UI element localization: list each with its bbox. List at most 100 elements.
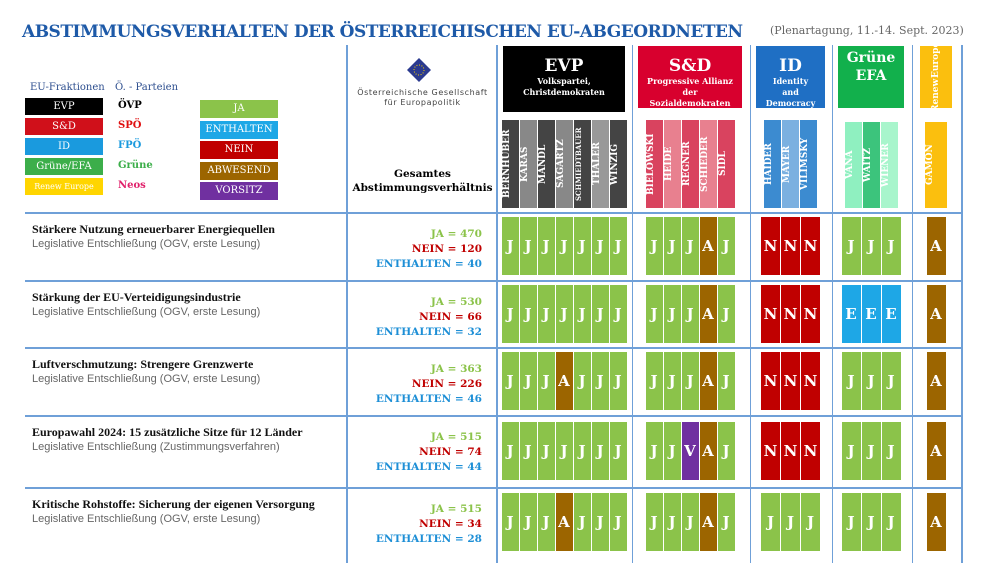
vote-cell: N — [761, 422, 780, 480]
member-name: SIDL — [717, 120, 735, 208]
org-name: Österreichische Gesellschaft für Europap… — [350, 88, 495, 108]
totals-header-line1: Gesamtes — [394, 168, 451, 180]
vote-cell: N — [801, 217, 820, 275]
vote-cell: J — [609, 284, 627, 343]
vote-cell: J — [881, 422, 901, 480]
legend-fraktionen-label: EU-Fraktionen — [30, 82, 105, 93]
vote-cell: J — [645, 493, 663, 551]
vote-cell: J — [609, 493, 627, 551]
group-divider — [832, 45, 833, 563]
topic-cell: Europawahl 2024: 15 zusätzliche Sitze fü… — [32, 425, 344, 454]
total-enthalten: ENTHALTEN = 46 — [375, 393, 482, 405]
group-header-4: Renew Europe — [920, 42, 952, 112]
group-header-0: EVP Volkspartei, Christdemokraten — [503, 46, 625, 112]
vote-cell: J — [881, 352, 901, 410]
group-name: S&D — [668, 56, 712, 76]
member-name: KARAS — [519, 120, 537, 208]
vote-cell: N — [781, 217, 800, 275]
vote-cell: E — [881, 284, 901, 343]
vote-cell: J — [717, 493, 735, 551]
member-names-0: BERNHUBER KARAS MANDL SAGARTZ SCHMIEDTBAUER T… — [500, 120, 628, 208]
vote-cell: J — [881, 493, 901, 551]
member-name: WAITZ — [862, 122, 880, 208]
vote-cell: A — [699, 217, 717, 275]
vote-cell: N — [801, 284, 820, 343]
group-desc: Progressive Allianz — [647, 76, 733, 86]
vote-cell: N — [761, 217, 780, 275]
total-nein: NEIN = 226 — [411, 378, 482, 390]
vote-cell: A — [699, 284, 717, 343]
member-name: WIENER — [880, 122, 898, 208]
topic-subtitle: Legislative Entschließung (OGV, erste Le… — [32, 373, 261, 385]
member-name: HAIDER — [764, 120, 781, 208]
row-divider — [25, 280, 962, 282]
total-enthalten: ENTHALTEN = 28 — [375, 533, 482, 545]
vote-cell: J — [609, 422, 627, 480]
topic-subtitle: Legislative Entschließung (OGV, erste Le… — [32, 513, 261, 525]
group-divider — [632, 45, 633, 563]
member-name: VILIMSKY — [800, 120, 817, 208]
vote-cell: J — [573, 493, 591, 551]
vote-cell: J — [801, 493, 820, 551]
topic-subtitle: Legislative Entschließung (Zustimmungsve… — [32, 441, 280, 453]
row-divider — [25, 415, 962, 417]
vote-cell: J — [717, 352, 735, 410]
vote-cell: J — [519, 217, 537, 275]
group-name: Renew — [931, 78, 941, 112]
vote-cell: A — [926, 352, 946, 410]
vote-cell: J — [841, 352, 861, 410]
vote-cell: A — [926, 217, 946, 275]
eu-flag-logo-icon — [407, 58, 431, 82]
total-ja: JA = 363 — [430, 363, 482, 375]
group-desc: Sozialdemokraten — [649, 98, 731, 108]
vote-cell: J — [501, 422, 519, 480]
vote-cell: J — [555, 284, 573, 343]
total-enthalten: ENTHALTEN = 44 — [375, 461, 482, 473]
vote-cell: J — [591, 352, 609, 410]
row-divider — [25, 347, 962, 349]
total-ja: JA = 515 — [430, 503, 482, 515]
vote-cell: J — [573, 217, 591, 275]
topic-title: Kritische Rohstoffe: Sicherung der eigen… — [32, 497, 315, 511]
vote-cell: J — [537, 217, 555, 275]
totals-header: Gesamtes Abstimmungsverhältnis — [350, 167, 495, 195]
vote-cell: J — [555, 217, 573, 275]
vote-group-renew: A — [915, 493, 957, 551]
vote-cell: J — [717, 284, 735, 343]
vote-cell: E — [841, 284, 861, 343]
page-title: ABSTIMMUNGSVERHALTEN DER ÖSTERREICHISCHE… — [22, 22, 743, 42]
vote-cell: J — [663, 422, 681, 480]
vote-cell: J — [663, 217, 681, 275]
legend-party-0: ÖVP — [118, 100, 142, 111]
vote-cell: J — [681, 352, 699, 410]
vote-cell: J — [519, 284, 537, 343]
member-name: VANA — [844, 122, 862, 208]
total-nein: NEIN = 34 — [419, 518, 482, 530]
group-divider — [912, 45, 913, 563]
group-desc: and — [782, 87, 799, 97]
group-desc: Volkspartei, — [537, 76, 591, 86]
vote-cell: J — [609, 217, 627, 275]
totals-cell: JA = 470 NEIN = 120 ENTHALTEN = 40 — [350, 227, 482, 272]
vote-cell: J — [501, 493, 519, 551]
topic-cell: Luftverschmutzung: Strengere Grenzwerte L… — [32, 357, 344, 386]
member-name: SAGARTZ — [555, 120, 573, 208]
topic-title: Europawahl 2024: 15 zusätzliche Sitze fü… — [32, 425, 303, 439]
vote-cell: J — [501, 284, 519, 343]
group-desc: Europe — [931, 42, 941, 79]
vote-cell: J — [645, 352, 663, 410]
legend-vote-nein: NEIN — [200, 141, 278, 159]
group-name: ID — [779, 56, 802, 76]
totals-cell: JA = 530 NEIN = 66 ENTHALTEN = 32 — [350, 295, 482, 340]
topic-subtitle: Legislative Entschließung (OGV, erste Le… — [32, 238, 261, 250]
org-name-line1: Österreichische Gesellschaft — [357, 88, 488, 97]
group-name: Grüne — [846, 50, 896, 66]
group-desc: der — [682, 87, 698, 97]
totals-cell: JA = 515 NEIN = 74 ENTHALTEN = 44 — [350, 430, 482, 475]
